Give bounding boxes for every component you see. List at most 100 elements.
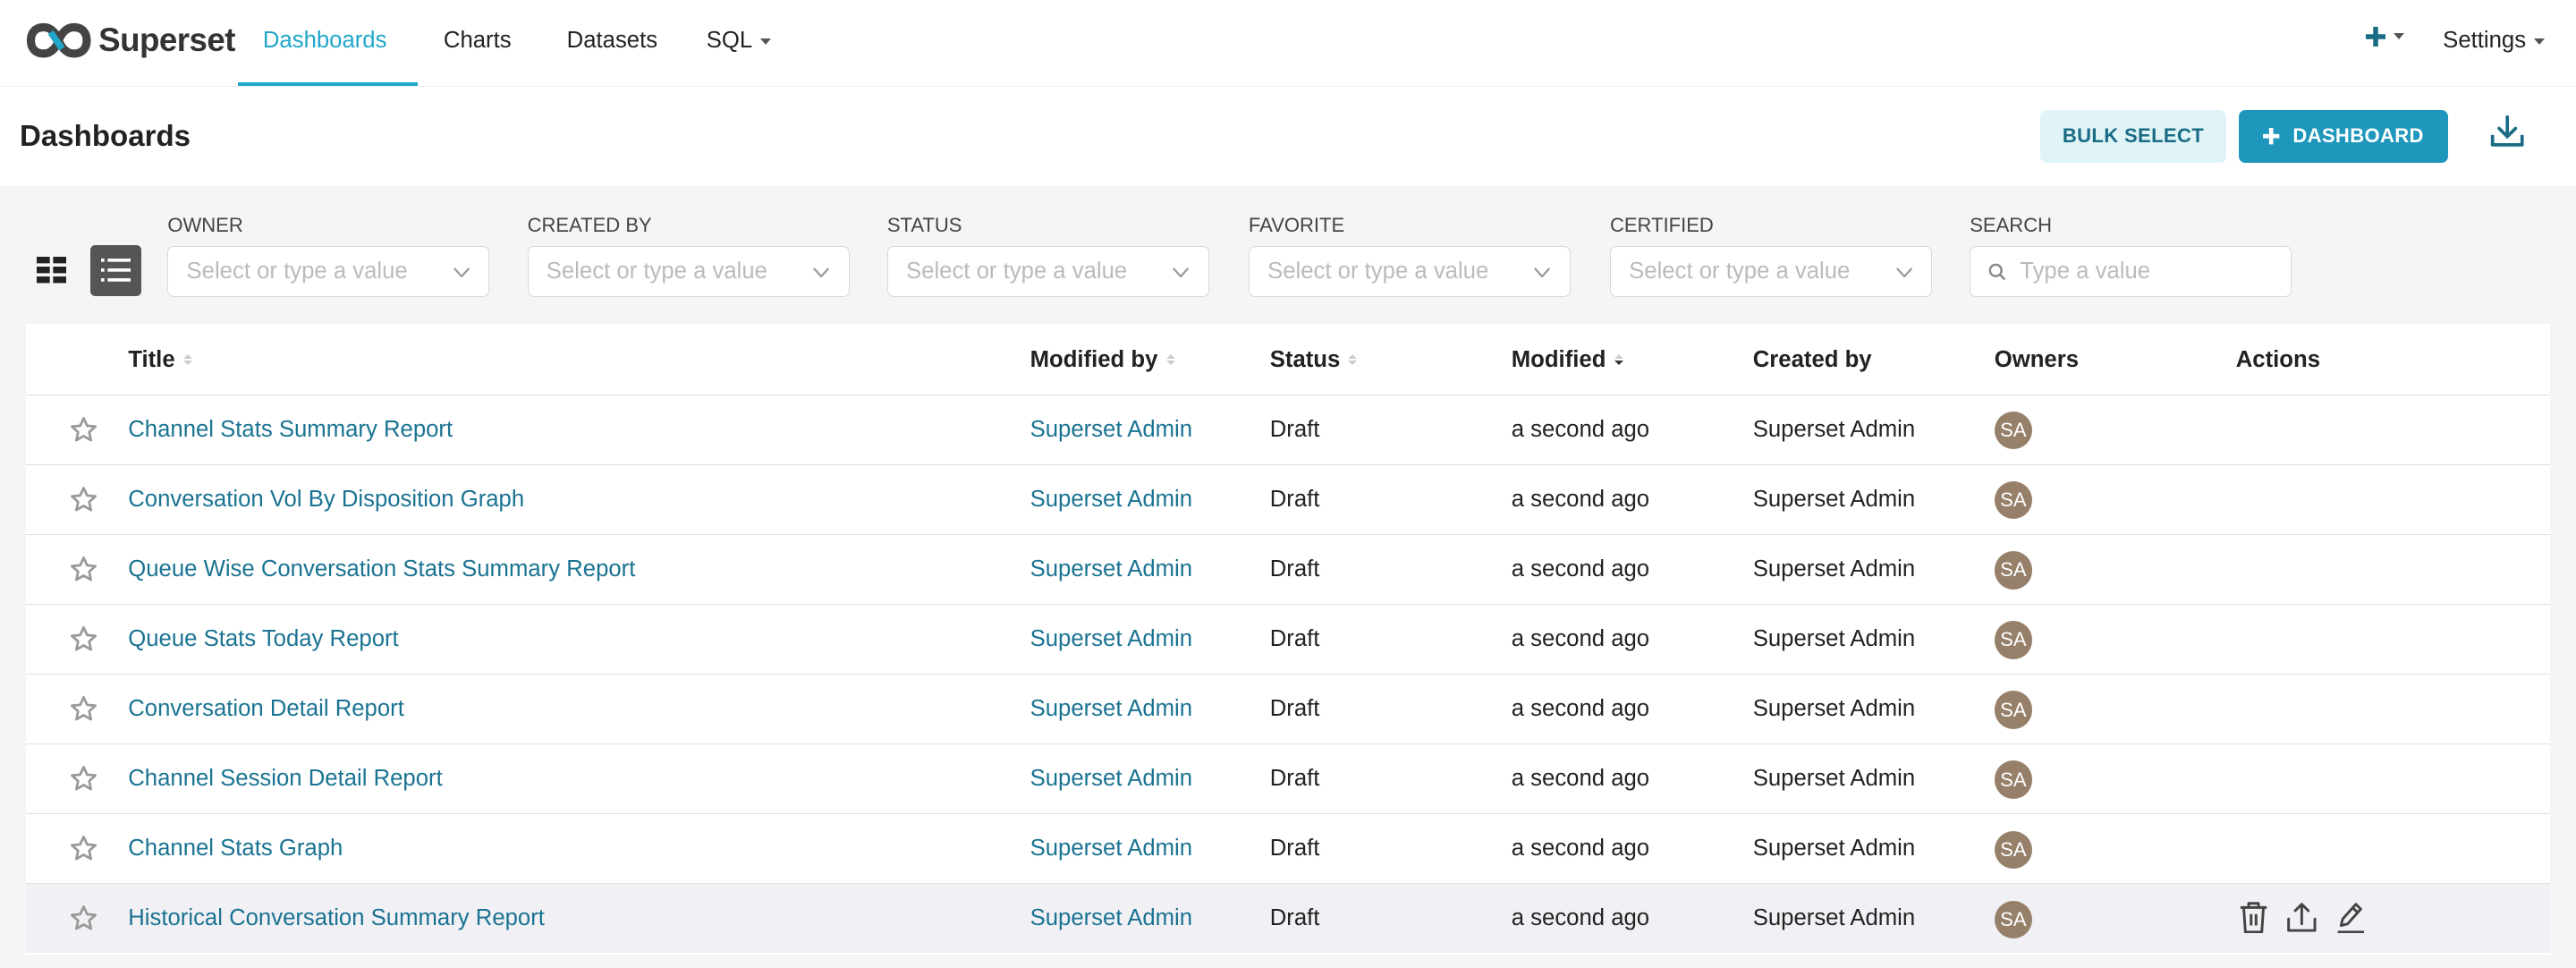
trash-icon[interactable] [2239, 901, 2268, 934]
column-label: Modified by [1030, 346, 1158, 372]
edit-icon[interactable] [2334, 901, 2368, 934]
sort-icon[interactable] [1614, 354, 1623, 365]
created-by-select[interactable]: Select or type a value [527, 246, 850, 298]
column-label: Owners [1994, 346, 2080, 372]
search-placeholder: Type a value [2020, 259, 2151, 284]
dashboard-title-link[interactable]: Queue Wise Conversation Stats Summary Re… [128, 556, 636, 582]
chevron-down-icon [1534, 267, 1551, 278]
nav-sql[interactable]: SQL [707, 28, 772, 54]
star-icon[interactable] [69, 764, 98, 794]
search-input[interactable]: Type a value [1970, 246, 2292, 298]
dashboard-title-link[interactable]: Conversation Vol By Disposition Graph [128, 486, 525, 512]
list-icon [100, 259, 131, 282]
dashboard-title-link[interactable]: Channel Session Detail Report [128, 765, 443, 791]
modified-by-link[interactable]: Superset Admin [1030, 486, 1193, 512]
column-header-modified-by[interactable]: Modified by [1030, 347, 1175, 373]
status-cell: Draft [1269, 556, 1320, 582]
table-row[interactable]: Conversation Detail Report Superset Admi… [26, 674, 2550, 743]
avatar[interactable]: SA [1994, 900, 2032, 938]
dashboard-title-link[interactable]: Channel Stats Summary Report [128, 416, 453, 442]
dashboard-title-link[interactable]: Channel Stats Graph [128, 836, 343, 862]
active-tab-indicator [238, 81, 418, 86]
star-icon[interactable] [69, 834, 98, 863]
star-icon[interactable] [69, 555, 98, 584]
star-icon[interactable] [69, 415, 98, 445]
add-dashboard-button[interactable]: DASHBOARD [2239, 110, 2448, 163]
certified-select[interactable]: Select or type a value [1609, 246, 1932, 298]
dashboard-title-link[interactable]: Queue Stats Today Report [128, 625, 399, 651]
page-header: Dashboards BULK SELECT DASHBOARD [0, 87, 2576, 186]
column-label: Modified [1511, 346, 1606, 372]
row-actions [2239, 901, 2367, 934]
sort-icon[interactable] [182, 354, 192, 365]
avatar[interactable]: SA [1994, 691, 2032, 729]
created-by-cell: Superset Admin [1752, 905, 1916, 931]
avatar[interactable]: SA [1994, 551, 2032, 590]
superset-logo[interactable]: Superset [26, 21, 235, 59]
status-select[interactable]: Select or type a value [886, 246, 1209, 298]
select-placeholder: Select or type a value [1267, 259, 1489, 284]
created-by-cell: Superset Admin [1752, 556, 1916, 582]
dashboard-title-link[interactable]: Conversation Detail Report [128, 695, 404, 721]
modified-cell: a second ago [1511, 905, 1650, 931]
favorite-select[interactable]: Select or type a value [1248, 246, 1571, 298]
chevron-down-icon [453, 267, 470, 278]
table-row[interactable]: Historical Conversation Summary Report S… [26, 883, 2550, 954]
avatar[interactable]: SA [1994, 830, 2032, 869]
sort-icon[interactable] [1165, 354, 1175, 365]
card-view-toggle[interactable] [26, 245, 77, 296]
filter-certified: CERTIFIED Select or type a value [1609, 214, 1932, 298]
filter-label: FAVORITE [1248, 213, 1345, 236]
star-icon[interactable] [69, 624, 98, 654]
table-row[interactable]: Channel Stats Summary Report Superset Ad… [26, 394, 2550, 464]
share-icon[interactable] [2285, 901, 2318, 934]
chevron-down-icon [1173, 267, 1190, 278]
search-label: SEARCH [1970, 213, 2053, 236]
avatar[interactable]: SA [1994, 481, 2032, 520]
modified-by-link[interactable]: Superset Admin [1030, 556, 1193, 582]
table-row[interactable]: Queue Stats Today Report Superset Admin … [26, 603, 2550, 674]
avatar[interactable]: SA [1994, 760, 2032, 799]
modified-by-link[interactable]: Superset Admin [1030, 765, 1193, 791]
filter-status: STATUS Select or type a value [886, 214, 1209, 298]
status-cell: Draft [1269, 765, 1320, 791]
nav-charts[interactable]: Charts [443, 28, 512, 54]
avatar[interactable]: SA [1994, 412, 2032, 450]
modified-by-link[interactable]: Superset Admin [1030, 695, 1193, 721]
chevron-down-icon [813, 267, 830, 278]
star-icon[interactable] [69, 485, 98, 514]
table-row[interactable]: Channel Stats Graph Superset Admin Draft… [26, 813, 2550, 883]
download-icon[interactable] [2489, 114, 2525, 149]
dashboard-title-link[interactable]: Historical Conversation Summary Report [128, 905, 545, 931]
sort-icon[interactable] [1348, 354, 1358, 365]
top-nav: Superset Dashboards Charts Datasets SQL … [0, 0, 2576, 87]
table-row[interactable]: Conversation Vol By Disposition Graph Su… [26, 463, 2550, 534]
nav-datasets[interactable]: Datasets [566, 28, 658, 54]
status-cell: Draft [1269, 836, 1320, 862]
modified-by-link[interactable]: Superset Admin [1030, 625, 1193, 651]
modified-by-link[interactable]: Superset Admin [1030, 836, 1193, 862]
column-label: Status [1269, 346, 1341, 372]
bulk-select-button[interactable]: BULK SELECT [2040, 110, 2226, 163]
nav-dashboards[interactable]: Dashboards [262, 28, 387, 54]
avatar[interactable]: SA [1994, 621, 2032, 659]
column-header-title[interactable]: Title [128, 347, 192, 373]
modified-by-link[interactable]: Superset Admin [1030, 416, 1193, 442]
created-by-cell: Superset Admin [1752, 416, 1916, 442]
settings-menu[interactable]: Settings [2443, 28, 2546, 54]
list-view-toggle[interactable] [90, 244, 141, 296]
column-header-modified[interactable]: Modified [1512, 347, 1623, 373]
table-row[interactable]: Channel Session Detail Report Superset A… [26, 743, 2550, 813]
star-icon[interactable] [69, 904, 98, 933]
modified-cell: a second ago [1511, 486, 1650, 512]
status-cell: Draft [1269, 416, 1320, 442]
star-icon[interactable] [69, 694, 98, 724]
search-filter: SEARCH Type a value [1970, 214, 2292, 298]
table-row[interactable]: Queue Wise Conversation Stats Summary Re… [26, 533, 2550, 604]
modified-by-link[interactable]: Superset Admin [1030, 905, 1193, 931]
modified-cell: a second ago [1511, 695, 1650, 721]
owner-select[interactable]: Select or type a value [167, 246, 490, 298]
plus-icon [2263, 128, 2280, 145]
new-menu[interactable] [2365, 23, 2405, 49]
column-header-status[interactable]: Status [1270, 347, 1358, 373]
